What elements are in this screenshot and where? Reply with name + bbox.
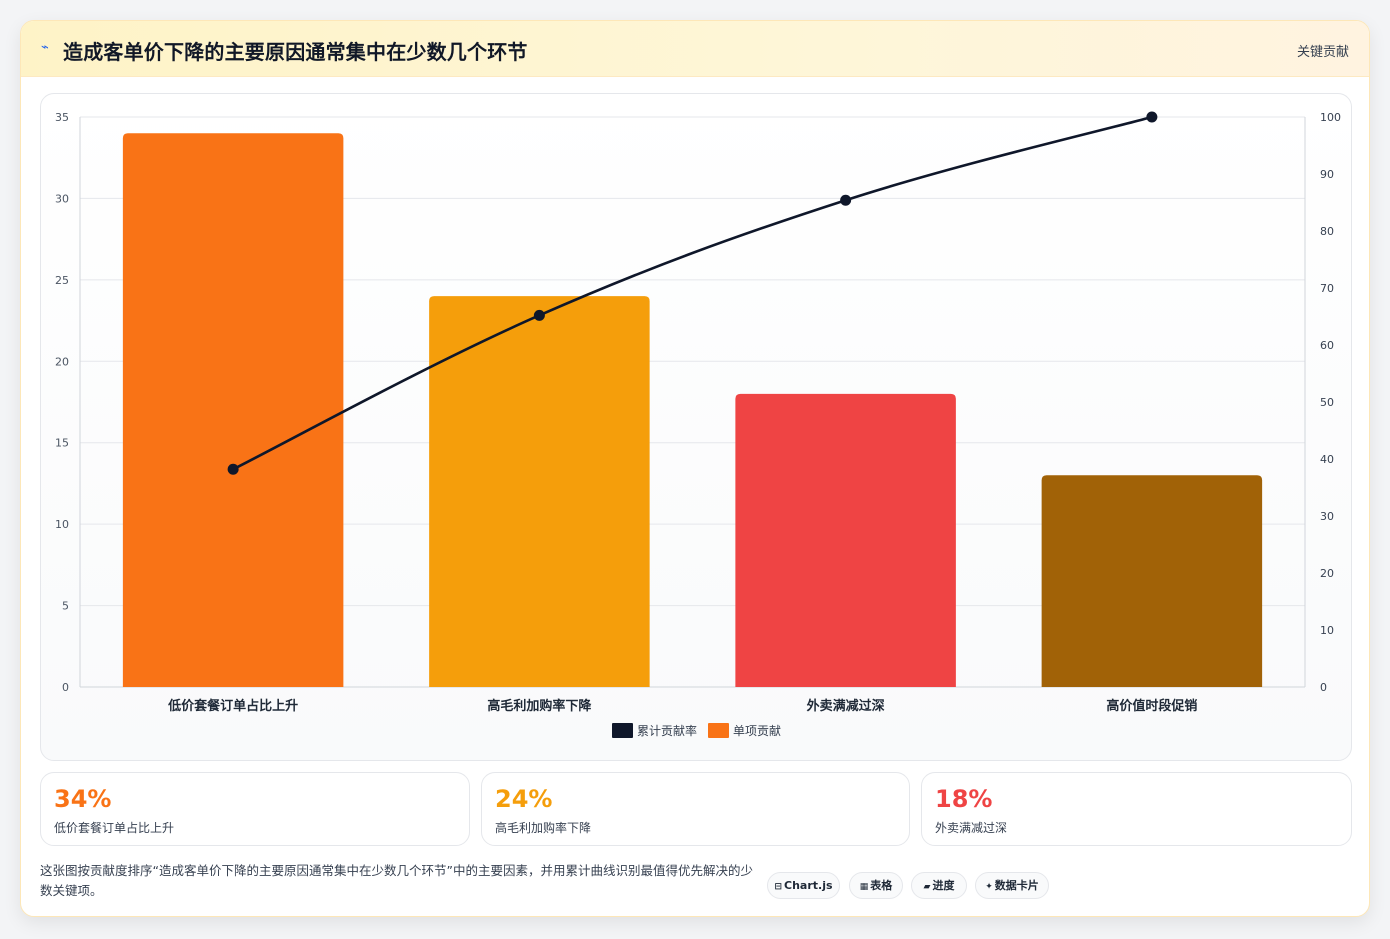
y-tick-left: 35: [55, 111, 69, 124]
chip-progress[interactable]: ▰ 进度: [911, 872, 967, 899]
y-tick-left: 25: [55, 274, 69, 287]
y-tick-right: 80: [1320, 225, 1334, 238]
y-tick-right: 20: [1320, 567, 1334, 580]
bar: [735, 393, 956, 687]
y-tick-right: 60: [1320, 339, 1334, 352]
y-tick-left: 5: [62, 600, 69, 613]
x-tick-label: 高价值时段促销: [1106, 698, 1197, 714]
page-title: 造成客单价下降的主要原因通常集中在少数几个环节: [63, 40, 528, 64]
stat-label: 外卖满减过深: [935, 821, 1008, 835]
card-header: ⌁ 造成客单价下降的主要原因通常集中在少数几个环节 关键贡献: [21, 21, 1369, 77]
line-point: [1146, 111, 1158, 123]
legend-swatch: [708, 723, 729, 738]
line-point: [227, 463, 239, 475]
y-tick-right: 30: [1320, 510, 1334, 523]
chip-data-card[interactable]: ✦ 数据卡片: [975, 872, 1049, 899]
stat-value: 24%: [495, 785, 553, 813]
sparkle-icon: ✦: [985, 882, 993, 892]
report-card: ⌁ 造成客单价下降的主要原因通常集中在少数几个环节 关键贡献 0 5 10 15 20 2…: [20, 20, 1370, 917]
line-point: [533, 309, 545, 321]
chart-description: 这张图按贡献度排序“造成客单价下降的主要原因通常集中在少数几个环节”中的主要因素…: [40, 863, 753, 898]
stat-card-3: 18% 外卖满减过深: [921, 772, 1352, 846]
bar: [122, 133, 344, 687]
y-tick-left: 15: [55, 437, 69, 450]
pareto-chart: 0 5 10 15 20 25 30 35 0 10 20 30 40 50 60 70 80 90 100 低价套餐…: [55, 111, 1341, 738]
y-tick-right: 50: [1320, 396, 1334, 409]
bar: [429, 296, 650, 687]
stat-value: 34%: [54, 785, 112, 813]
stat-label: 低价套餐订单占比上升: [54, 821, 175, 835]
legend-swatch: [612, 723, 633, 738]
y-tick-right: 40: [1320, 453, 1334, 466]
progress-icon: ▰: [923, 882, 931, 892]
table-icon: ▦: [859, 882, 869, 892]
chart-icon: ⊟: [774, 882, 783, 892]
y-tick-left: 20: [55, 355, 69, 368]
lightning-icon: ⌁: [41, 40, 49, 55]
y-tick-left: 30: [55, 192, 69, 205]
stat-card-2: 24% 高毛利加购率下降: [481, 772, 910, 846]
y-tick-right: 70: [1320, 282, 1334, 295]
y-tick-right: 0: [1320, 681, 1327, 694]
bar: [1041, 475, 1263, 687]
stat-card-1: 34% 低价套餐订单占比上升: [40, 772, 470, 846]
line-point: [840, 194, 852, 206]
y-tick-left: 0: [62, 681, 69, 694]
stat-label: 高毛利加购率下降: [495, 821, 592, 835]
legend-label: 单项贡献: [733, 723, 781, 738]
x-tick-label: 低价套餐订单占比上升: [167, 698, 298, 714]
y-tick-left: 10: [55, 518, 69, 531]
stat-value: 18%: [935, 785, 993, 813]
x-tick-label: 外卖满减过深: [806, 698, 885, 714]
chip-chartjs[interactable]: ⊟ Chart.js: [767, 872, 840, 899]
header-badge: 关键贡献: [1296, 45, 1349, 60]
chart-panel: 0 5 10 15 20 25 30 35 0 10 20 30 40 50 60 70 80 90 100 低价套餐…: [40, 93, 1352, 761]
cumulative-line: [232, 115, 1153, 471]
y-tick-right: 100: [1320, 111, 1341, 124]
y-tick-right: 10: [1320, 624, 1334, 637]
legend-label: 累计贡献率: [637, 723, 697, 738]
x-tick-label: 高毛利加购率下降: [487, 698, 592, 714]
y-tick-right: 90: [1320, 168, 1334, 181]
chip-table[interactable]: ▦ 表格: [849, 872, 903, 899]
